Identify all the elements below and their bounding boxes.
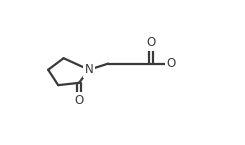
Text: O: O (167, 57, 176, 70)
Text: O: O (146, 36, 155, 49)
Text: N: N (85, 63, 93, 76)
Text: O: O (74, 94, 84, 107)
